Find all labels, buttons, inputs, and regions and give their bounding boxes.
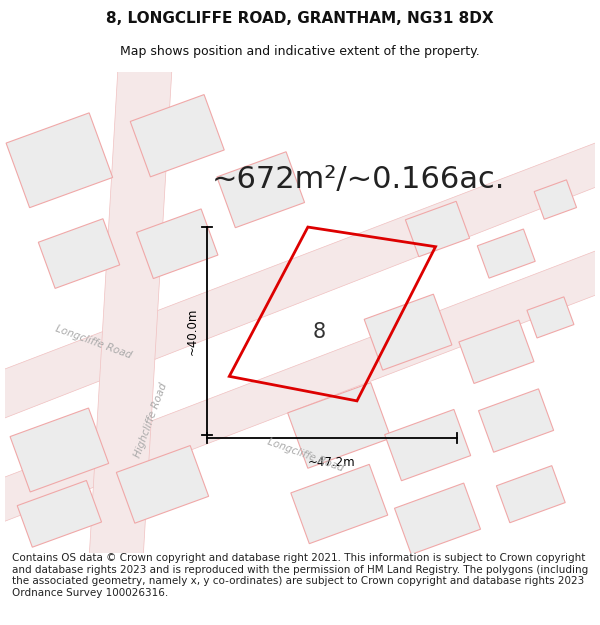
Polygon shape: [394, 483, 481, 554]
Polygon shape: [89, 62, 172, 563]
Polygon shape: [17, 481, 101, 548]
Text: Map shows position and indicative extent of the property.: Map shows position and indicative extent…: [120, 44, 480, 58]
Text: ~47.2m: ~47.2m: [308, 456, 356, 469]
Polygon shape: [477, 229, 535, 278]
Polygon shape: [38, 219, 120, 288]
Text: ~672m²/~0.166ac.: ~672m²/~0.166ac.: [212, 165, 506, 194]
Polygon shape: [406, 201, 470, 257]
Polygon shape: [479, 389, 554, 452]
Text: ~40.0m: ~40.0m: [186, 308, 199, 355]
Polygon shape: [527, 297, 574, 338]
Polygon shape: [287, 382, 391, 468]
Polygon shape: [0, 136, 600, 426]
Text: 8, LONGCLIFFE ROAD, GRANTHAM, NG31 8DX: 8, LONGCLIFFE ROAD, GRANTHAM, NG31 8DX: [106, 11, 494, 26]
Polygon shape: [116, 446, 209, 523]
Polygon shape: [137, 209, 218, 279]
Polygon shape: [364, 294, 452, 370]
Polygon shape: [130, 94, 224, 177]
Polygon shape: [534, 180, 577, 219]
Text: Highcliffe Road: Highcliffe Road: [133, 382, 169, 459]
Text: Longcliffe Road: Longcliffe Road: [55, 324, 133, 361]
Text: Contains OS data © Crown copyright and database right 2021. This information is : Contains OS data © Crown copyright and d…: [12, 553, 588, 598]
Polygon shape: [0, 244, 600, 529]
Polygon shape: [6, 113, 113, 208]
Text: 8: 8: [313, 322, 326, 342]
Text: Longcliffe Road: Longcliffe Road: [266, 436, 344, 473]
Polygon shape: [217, 152, 305, 228]
Polygon shape: [10, 408, 109, 492]
Polygon shape: [496, 466, 565, 522]
Polygon shape: [291, 464, 388, 544]
Polygon shape: [459, 320, 534, 384]
Polygon shape: [385, 409, 470, 481]
